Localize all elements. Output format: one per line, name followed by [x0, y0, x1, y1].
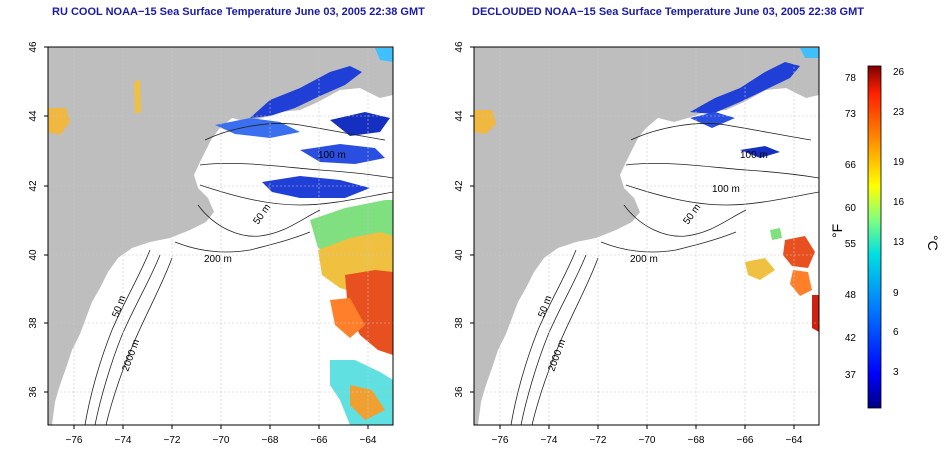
left-graticule: [48, 47, 393, 425]
right-y-tick-label: 38: [454, 317, 465, 329]
left-x-tick-label: −68: [262, 435, 279, 446]
right-x-tick-label: −74: [541, 435, 558, 446]
right-bathymetry-contours: [510, 123, 819, 425]
right-x-tick-label: −66: [737, 435, 754, 446]
celsius-tick-label: 16: [893, 197, 905, 208]
left-x-tick-label: −72: [164, 435, 181, 446]
right-contour-label-100m-inner: 100 m: [712, 184, 740, 195]
fahrenheit-tick-label: 73: [845, 109, 857, 120]
fahrenheit-tick-label: 78: [845, 73, 857, 84]
right-y-axis: 46 44 42 40 38 36: [454, 41, 474, 398]
fahrenheit-tick-label: 48: [845, 290, 857, 301]
right-map-panel: 100 m 100 m 50 m 200 m 50 m 2000 m −76 −…: [454, 41, 820, 446]
celsius-tick-label: 19: [893, 157, 905, 168]
left-land-mass: [48, 47, 393, 425]
colorbar-fahrenheit-ticks: 78 73 66 60 55 48 42 37: [845, 73, 857, 381]
colorbar: 78 73 66 60 55 48 42 37 26 23 19 16 13 9…: [829, 65, 941, 409]
left-x-tick-label: −76: [66, 435, 83, 446]
left-bathymetry-contours: [84, 123, 393, 425]
fahrenheit-tick-label: 66: [845, 160, 857, 171]
right-y-tick-label: 42: [454, 180, 465, 192]
left-y-tick-label: 40: [28, 249, 39, 261]
right-x-tick-label: −68: [688, 435, 705, 446]
left-map-panel: 100 m 50 m 200 m 50 m 2000 m −76 −74 −72…: [28, 41, 394, 446]
colorbar-celsius-label: °C: [925, 235, 941, 251]
left-x-tick-label: −74: [115, 435, 132, 446]
right-land-mass: [474, 47, 819, 425]
left-y-tick-label: 42: [28, 180, 39, 192]
left-map-title: RU COOL NOAA−15 Sea Surface Temperature …: [52, 6, 425, 18]
fahrenheit-tick-label: 60: [845, 203, 857, 214]
right-contour-label-100m-east: 100 m: [740, 150, 768, 161]
fahrenheit-tick-label: 37: [845, 370, 857, 381]
celsius-tick-label: 13: [893, 237, 905, 248]
celsius-tick-label: 3: [893, 367, 899, 378]
fahrenheit-tick-label: 42: [845, 333, 857, 344]
right-y-tick-label: 44: [454, 110, 465, 122]
celsius-tick-label: 9: [893, 288, 899, 299]
left-y-tick-label: 38: [28, 317, 39, 329]
right-x-axis: −76 −74 −72 −70 −68 −66 −64: [492, 425, 803, 446]
right-graticule: [474, 47, 819, 425]
right-x-tick-label: −72: [590, 435, 607, 446]
right-map-title: DECLOUDED NOAA−15 Sea Surface Temperatur…: [472, 6, 864, 18]
left-x-tick-label: −70: [213, 435, 230, 446]
celsius-tick-label: 26: [893, 67, 905, 78]
left-contour-label-100m: 100 m: [318, 150, 346, 161]
colorbar-gradient: [867, 65, 882, 409]
left-y-tick-label: 44: [28, 110, 39, 122]
celsius-tick-label: 6: [893, 327, 899, 338]
right-y-tick-label: 46: [454, 41, 465, 53]
left-y-tick-label: 36: [28, 386, 39, 398]
right-y-tick-label: 40: [454, 249, 465, 261]
right-x-tick-label: −70: [639, 435, 656, 446]
colorbar-celsius-ticks: 26 23 19 16 13 9 6 3: [893, 67, 905, 378]
right-x-tick-label: −64: [786, 435, 803, 446]
colorbar-fahrenheit-label: °F: [829, 224, 845, 238]
left-x-tick-label: −66: [311, 435, 328, 446]
right-y-tick-label: 36: [454, 386, 465, 398]
left-x-axis: −76 −74 −72 −70 −68 −66 −64: [66, 425, 377, 446]
left-x-tick-label: −64: [360, 435, 377, 446]
left-y-axis: 46 44 42 40 38 36: [28, 41, 48, 398]
left-sst-warm-patches: [48, 80, 393, 425]
celsius-tick-label: 23: [893, 107, 905, 118]
right-contour-label-200m: 200 m: [630, 254, 658, 265]
fahrenheit-tick-label: 55: [845, 239, 857, 250]
left-y-tick-label: 46: [28, 41, 39, 53]
left-contour-label-200m: 200 m: [204, 254, 232, 265]
right-x-tick-label: −76: [492, 435, 509, 446]
left-sst-cold-patches: [215, 48, 393, 198]
